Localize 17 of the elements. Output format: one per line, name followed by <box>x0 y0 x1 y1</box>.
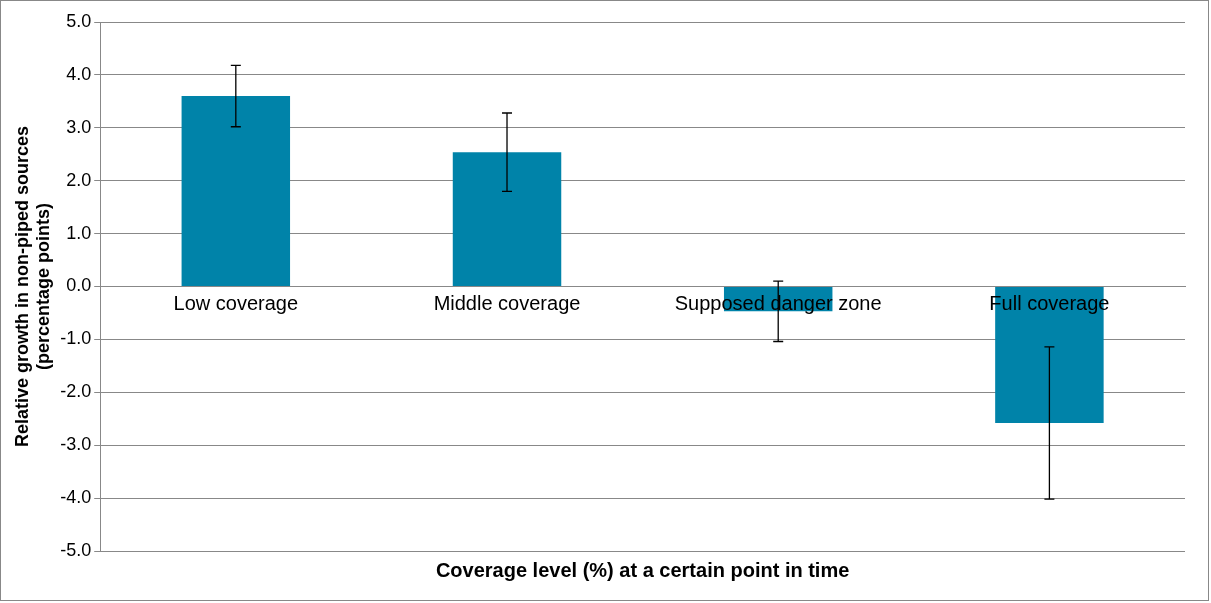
y-tick-label: 3.0 <box>66 116 92 137</box>
x-tick-label: Middle coverage <box>433 292 581 315</box>
y-tick-label: 0.0 <box>66 275 92 296</box>
bar <box>452 152 562 286</box>
y-tick-label: 1.0 <box>66 222 92 243</box>
x-axis-title: Coverage level (%) at a certain point in time <box>435 558 850 581</box>
y-tick-label: -2.0 <box>60 381 92 402</box>
bar <box>181 96 291 286</box>
y-axis-title: Relative growth in non-piped sources (percentage points) <box>11 125 54 448</box>
y-tick-label: 2.0 <box>66 169 92 190</box>
y-tick-label: -3.0 <box>60 434 92 455</box>
y-tick-label: 4.0 <box>66 63 92 84</box>
y-tick-label: -1.0 <box>60 328 92 349</box>
y-tick-label: 5.0 <box>66 10 92 31</box>
x-tick-label: Low coverage <box>173 292 299 315</box>
y-tick-label: -5.0 <box>60 539 92 560</box>
y-tick-label: -4.0 <box>60 487 92 508</box>
